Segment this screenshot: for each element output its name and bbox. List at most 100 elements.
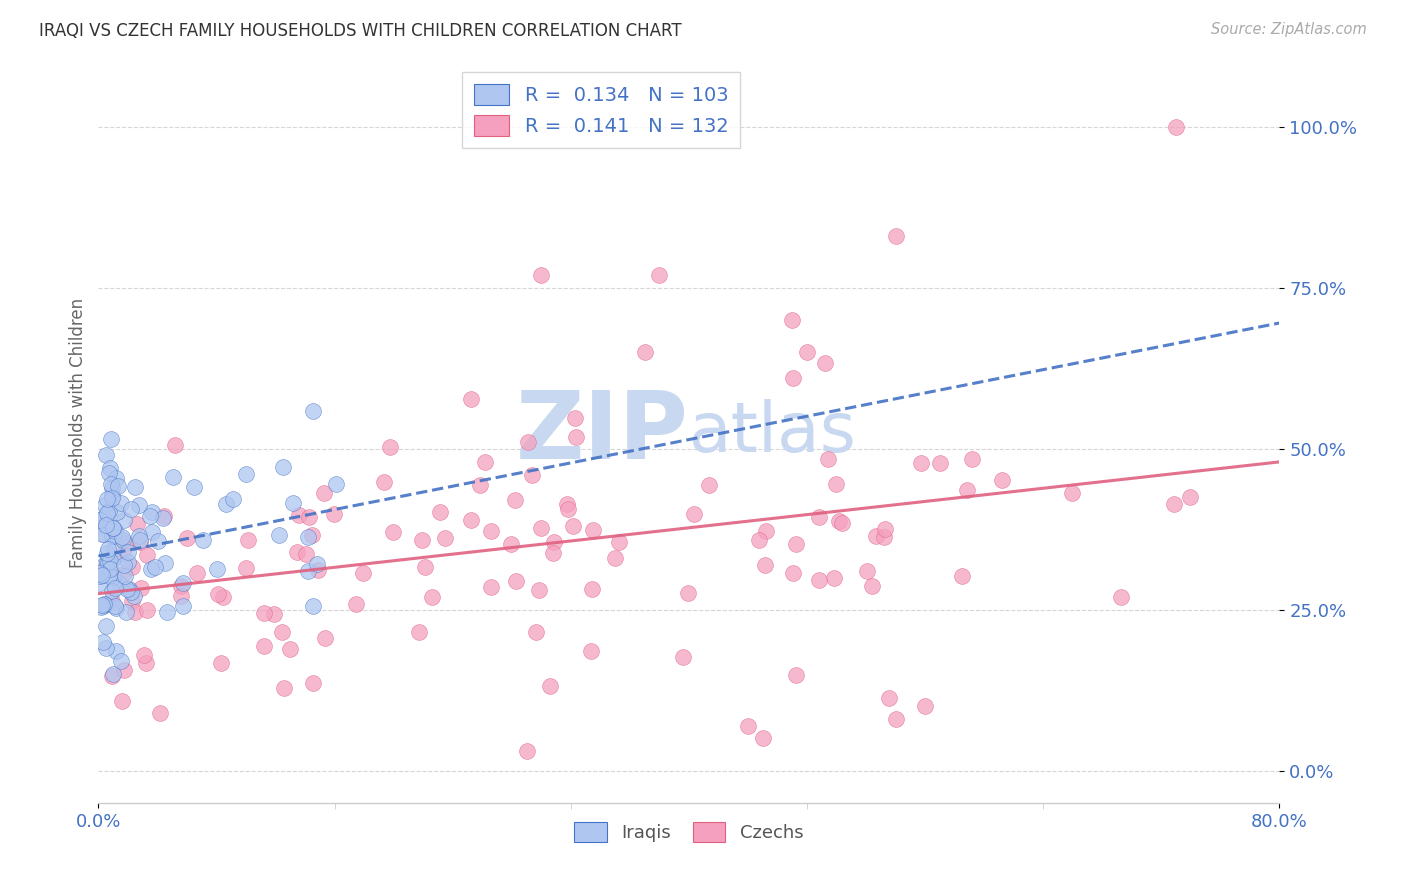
Point xyxy=(301,528,323,542)
Point xyxy=(648,268,671,282)
Point xyxy=(271,624,294,639)
Point xyxy=(828,514,851,528)
Point xyxy=(505,574,527,589)
Point xyxy=(235,561,257,575)
Point xyxy=(89,519,111,533)
Point xyxy=(755,524,778,538)
Point xyxy=(564,430,586,444)
Point xyxy=(634,345,657,359)
Point xyxy=(111,694,134,708)
Point xyxy=(121,594,143,608)
Point xyxy=(960,452,983,467)
Point xyxy=(928,456,950,470)
Point xyxy=(101,552,124,566)
Point xyxy=(831,516,853,530)
Point xyxy=(100,477,122,491)
Point xyxy=(94,597,117,611)
Point xyxy=(128,535,150,549)
Point xyxy=(124,590,146,604)
Point xyxy=(581,582,603,596)
Point xyxy=(302,676,325,690)
Point xyxy=(139,508,162,523)
Point xyxy=(884,229,907,244)
Text: ZIP: ZIP xyxy=(516,386,689,479)
Point xyxy=(373,475,395,489)
Point xyxy=(288,508,311,523)
Point xyxy=(96,492,118,507)
Point xyxy=(516,435,538,450)
Point xyxy=(96,507,118,521)
Point xyxy=(89,569,111,583)
Point xyxy=(314,486,336,500)
Point xyxy=(950,568,973,582)
Point xyxy=(112,513,135,527)
Point xyxy=(527,583,550,598)
Point xyxy=(90,600,112,615)
Point xyxy=(114,568,136,582)
Point xyxy=(98,461,121,475)
Point xyxy=(162,470,184,484)
Text: atlas: atlas xyxy=(689,399,856,467)
Point xyxy=(561,519,583,533)
Point xyxy=(96,546,118,560)
Point xyxy=(236,533,259,547)
Point xyxy=(209,656,232,670)
Point xyxy=(170,579,193,593)
Point xyxy=(278,642,301,657)
Point xyxy=(96,555,118,569)
Point xyxy=(211,590,233,604)
Point xyxy=(104,581,127,595)
Point xyxy=(307,563,329,577)
Point xyxy=(955,483,977,497)
Point xyxy=(124,480,146,494)
Point xyxy=(543,535,565,549)
Point xyxy=(191,533,214,547)
Point xyxy=(115,582,138,596)
Point xyxy=(90,567,112,582)
Point xyxy=(530,268,553,282)
Point xyxy=(825,477,848,491)
Point xyxy=(879,691,901,706)
Point xyxy=(172,575,194,590)
Point xyxy=(297,564,319,578)
Point xyxy=(141,505,163,519)
Point xyxy=(143,560,166,574)
Point xyxy=(129,533,152,548)
Point xyxy=(153,508,176,523)
Point xyxy=(873,522,896,536)
Point xyxy=(422,590,444,604)
Point xyxy=(103,570,125,584)
Point xyxy=(271,460,294,475)
Point xyxy=(860,579,883,593)
Point xyxy=(564,410,586,425)
Point xyxy=(100,529,122,543)
Point xyxy=(112,663,135,677)
Point xyxy=(782,370,804,384)
Point xyxy=(146,533,169,548)
Point xyxy=(267,528,290,542)
Point xyxy=(782,313,804,327)
Point xyxy=(344,597,367,611)
Point xyxy=(117,555,139,569)
Point xyxy=(153,556,176,570)
Point xyxy=(107,479,129,493)
Point xyxy=(796,345,818,359)
Point xyxy=(152,510,174,524)
Point xyxy=(817,452,839,467)
Point xyxy=(89,567,111,582)
Point xyxy=(100,432,122,446)
Point xyxy=(297,530,319,544)
Point xyxy=(183,480,205,494)
Point xyxy=(89,566,111,580)
Point xyxy=(117,545,139,559)
Point xyxy=(110,654,132,668)
Point xyxy=(253,639,276,653)
Point xyxy=(382,525,405,540)
Point xyxy=(94,498,117,512)
Point xyxy=(785,537,807,551)
Point xyxy=(97,569,120,583)
Text: Source: ZipAtlas.com: Source: ZipAtlas.com xyxy=(1211,22,1367,37)
Point xyxy=(103,667,125,681)
Point xyxy=(460,513,482,527)
Point xyxy=(101,488,124,502)
